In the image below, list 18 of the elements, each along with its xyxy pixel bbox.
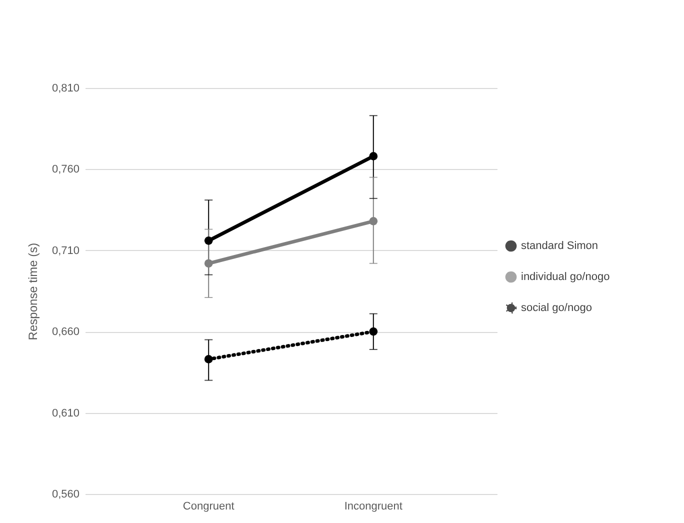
- y-axis-title: Response time (s): [26, 242, 40, 340]
- y-tick-label: 0,660: [52, 326, 80, 338]
- x-tick-label: Congruent: [182, 500, 234, 512]
- point: [204, 236, 213, 245]
- x-tick-label: Incongruent: [344, 500, 402, 512]
- y-tick-label: 0,810: [52, 82, 80, 94]
- point: [369, 327, 378, 336]
- y-tick-label: 0,710: [52, 244, 80, 257]
- point: [369, 152, 378, 160]
- point: [204, 355, 213, 364]
- y-tick-label: 0,610: [52, 407, 80, 420]
- point: [369, 216, 378, 226]
- y-tick-label: 0,760: [52, 164, 80, 176]
- y-tick-label: 0,560: [52, 488, 80, 500]
- legend-label: individual go/nogo: [521, 271, 610, 283]
- legend-label: standard Simon: [521, 240, 598, 252]
- legend-label: social go/nogo: [521, 302, 592, 314]
- point: [204, 259, 213, 268]
